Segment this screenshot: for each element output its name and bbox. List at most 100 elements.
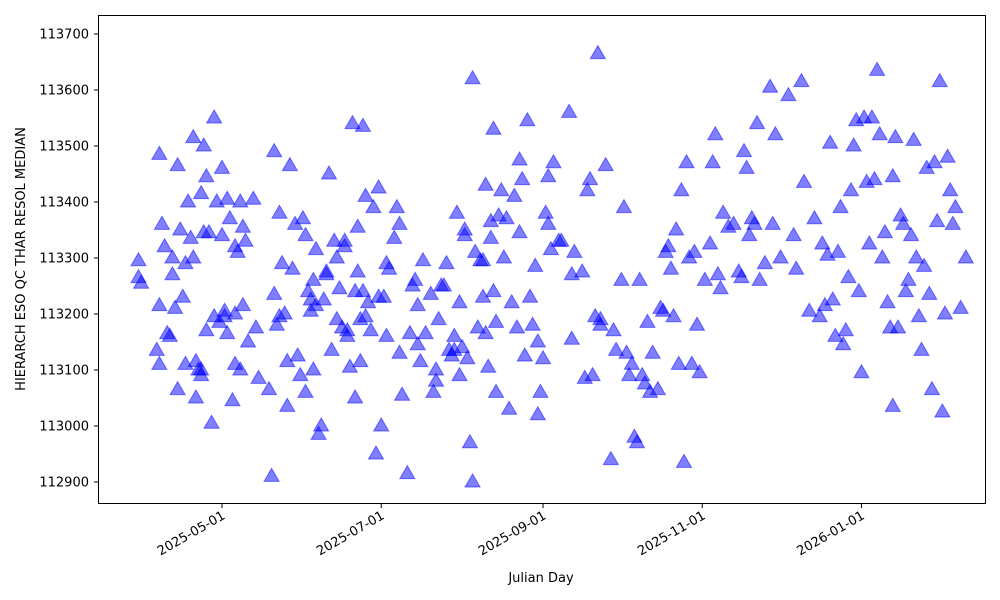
data-point-triangle: [200, 223, 218, 239]
data-point-triangle: [813, 234, 831, 250]
data-point-triangle: [398, 464, 416, 480]
data-point-triangle: [150, 355, 168, 370]
data-point-triangle: [354, 117, 372, 132]
data-point-triangle: [213, 226, 231, 242]
data-point-triangle: [675, 453, 693, 468]
data-point-triangle: [519, 111, 536, 127]
data-point-triangle: [195, 136, 213, 152]
data-point-triangle: [513, 170, 531, 186]
data-point-triangle: [451, 366, 468, 382]
data-point-triangle: [192, 184, 210, 200]
data-point-triangle: [380, 260, 398, 275]
data-point-triangle: [511, 223, 528, 239]
data-point-triangle: [346, 388, 364, 404]
data-points: [130, 44, 975, 488]
data-point-triangle: [701, 234, 719, 250]
data-point-triangle: [602, 450, 620, 466]
data-point-triangle: [709, 265, 727, 281]
data-point-triangle: [738, 159, 755, 174]
data-point-triangle: [793, 72, 810, 88]
data-point-triangle: [845, 136, 862, 152]
data-point-triangle: [733, 268, 750, 284]
data-point-triangle: [482, 229, 500, 244]
data-point-triangle: [325, 232, 343, 247]
data-point-triangle: [860, 234, 878, 250]
data-point-triangle: [824, 290, 842, 306]
data-point-triangle: [294, 209, 312, 225]
x-tick-label: 2025-05-01: [155, 508, 228, 559]
data-point-triangle: [670, 355, 688, 370]
data-point-triangle: [612, 271, 630, 286]
data-point-triangle: [320, 164, 338, 180]
data-point-triangle: [169, 156, 186, 172]
data-point-triangle: [291, 366, 309, 382]
data-point-triangle: [894, 215, 912, 230]
data-point-triangle: [315, 290, 333, 306]
data-point-triangle: [479, 358, 497, 373]
data-point-triangle: [850, 282, 868, 298]
data-point-triangle: [284, 260, 301, 275]
data-point-triangle: [265, 142, 283, 158]
data-point-triangle: [422, 285, 440, 300]
data-point-triangle: [166, 299, 184, 314]
y-tick-label: 113300: [39, 252, 89, 267]
data-point-triangle: [834, 335, 852, 351]
data-point-triangle: [318, 265, 335, 281]
data-point-triangle: [239, 332, 257, 348]
data-point-triangle: [920, 285, 938, 300]
data-point-triangle: [552, 232, 570, 247]
data-point-triangle: [485, 282, 502, 298]
data-point-triangle: [328, 248, 346, 264]
data-point-triangle: [224, 391, 241, 407]
data-point-triangle: [926, 153, 943, 169]
data-point-triangle: [691, 363, 708, 379]
data-point-triangle: [469, 318, 487, 334]
data-point-triangle: [511, 150, 528, 166]
data-point-triangle: [897, 282, 915, 298]
data-point-triangle: [607, 341, 625, 356]
plot-frame: [98, 15, 986, 504]
data-point-triangle: [451, 293, 468, 309]
data-point-triangle: [378, 327, 395, 342]
data-point-triangle: [889, 318, 907, 334]
y-tick-label: 113600: [39, 84, 89, 99]
data-point-triangle: [615, 198, 633, 214]
data-point-triangle: [832, 198, 849, 214]
y-tick-label: 113700: [39, 28, 89, 43]
data-point-triangle: [840, 268, 857, 284]
data-point-triangle: [764, 215, 782, 230]
data-point-triangle: [659, 237, 677, 253]
data-point-triangle: [704, 153, 722, 169]
data-point-triangle: [477, 324, 494, 340]
data-point-triangle: [545, 153, 562, 169]
data-point-triangle: [751, 271, 769, 286]
data-point-triangle: [213, 159, 231, 174]
data-point-triangle: [184, 248, 202, 264]
data-point-triangle: [414, 251, 432, 267]
data-point-triangle: [385, 229, 403, 244]
data-point-triangle: [487, 313, 505, 328]
data-point-triangle: [466, 243, 484, 258]
data-point-triangle: [714, 204, 732, 219]
data-point-triangle: [304, 271, 322, 286]
data-point-triangle: [174, 288, 192, 303]
data-point-triangle: [631, 271, 648, 286]
data-point-triangle: [678, 153, 695, 169]
data-point-triangle: [644, 344, 662, 359]
data-point-triangle: [811, 307, 829, 323]
data-point-triangle: [605, 321, 622, 337]
data-point-triangle: [244, 190, 262, 205]
data-point-triangle: [150, 145, 168, 160]
data-point-triangle: [148, 341, 166, 356]
data-point-triangle: [740, 226, 758, 242]
data-point-triangle: [495, 248, 513, 264]
data-point-triangle: [947, 198, 964, 214]
data-point-triangle: [362, 321, 380, 337]
data-point-triangle: [409, 335, 427, 351]
data-point-triangle: [156, 237, 173, 253]
data-point-triangle: [417, 324, 434, 340]
data-point-triangle: [829, 243, 847, 258]
data-point-triangle: [884, 167, 902, 183]
data-point-triangle: [623, 355, 641, 370]
data-point-triangle: [226, 304, 244, 320]
